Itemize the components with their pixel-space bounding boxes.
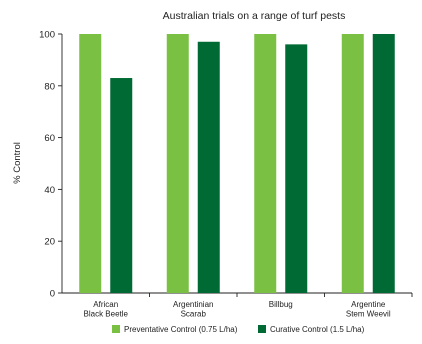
x-category-label-line: Billbug [269,300,293,309]
bar-preventative [79,34,102,293]
x-category-label-line: Argentine [351,300,386,309]
y-tick-label: 20 [44,237,55,248]
legend: Preventative Control (0.75 L/ha) Curative… [112,325,365,334]
x-category-label: African Black Beetle [84,300,129,319]
y-axis-title: % Control [12,142,23,184]
legend-swatch-curative [258,325,266,333]
plot-area: 0 20 40 60 80 100 African Black Beetle Argentini… [39,30,413,319]
x-category-label: Argentinian Scarab [173,300,213,319]
x-category-label-line: African [93,300,118,309]
bar-curative [197,41,220,293]
bar-curative [372,34,395,293]
y-tick-label: 80 [44,81,55,92]
x-category-label: Argentine Stem Weevil [346,300,391,319]
legend-label-curative: Curative Control (1.5 L/ha) [270,325,365,334]
x-category-label-line: Stem Weevil [346,310,391,319]
x-category-label-line: Black Beetle [84,310,129,319]
bar-curative [285,44,308,293]
bar-preventative [341,34,364,293]
chart-title: Australian trials on a range of turf pes… [163,10,346,22]
x-category-label-line: Scarab [181,310,207,319]
y-tick-label: 60 [44,133,55,144]
x-category-label: Billbug [269,300,293,309]
x-category-label-line: Argentinian [173,300,213,309]
y-tick-label: 40 [44,185,55,196]
y-tick-label: 0 [50,289,55,300]
y-tick-label: 100 [39,30,55,41]
bar-preventative [254,34,277,293]
legend-swatch-preventative [112,325,120,333]
bar-preventative [166,34,189,293]
bar-curative [110,78,133,293]
legend-label-preventative: Preventative Control (0.75 L/ha) [124,325,238,334]
